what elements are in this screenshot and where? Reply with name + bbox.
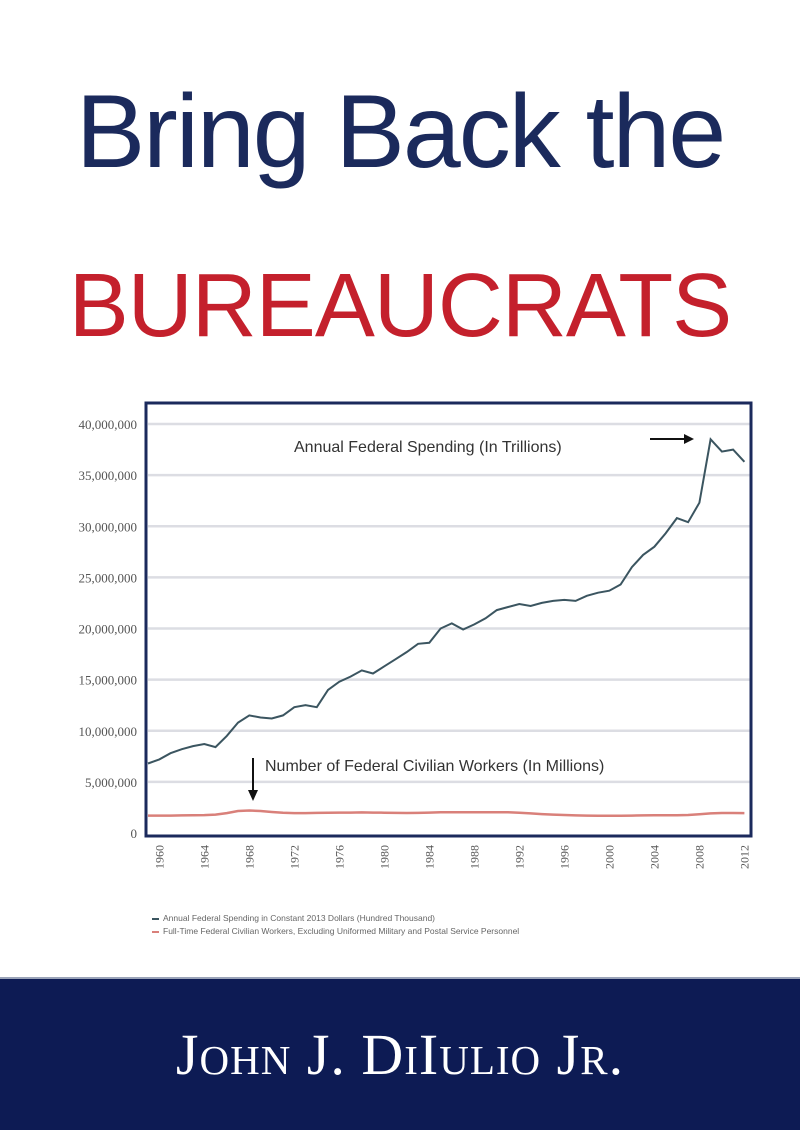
x-tick-label: 1972: [287, 845, 301, 869]
title-text: Bring Back the: [75, 74, 726, 190]
x-tick-label: 1976: [332, 845, 346, 869]
annotation-spending: Annual Federal Spending (In Trillions): [294, 439, 562, 456]
book-title-line2: BUREAUCRATS: [0, 236, 800, 376]
y-tick-label: 10,000,000: [79, 724, 138, 739]
x-tick-label: 1996: [557, 845, 571, 869]
legend-swatch: [152, 930, 159, 933]
annotation-workers: Number of Federal Civilian Workers (In M…: [265, 758, 604, 775]
y-tick-label: 40,000,000: [79, 417, 138, 432]
legend-entry-workers: Full-Time Federal Civilian Workers, Excl…: [152, 926, 519, 936]
y-tick-label: 5,000,000: [85, 775, 137, 790]
x-tick-label: 1980: [377, 845, 391, 869]
x-tick-label: 2000: [602, 845, 616, 869]
legend-label: Full-Time Federal Civilian Workers, Excl…: [163, 926, 520, 936]
y-tick-label: 0: [131, 826, 138, 841]
x-tick-label: 1992: [512, 845, 526, 869]
arrowhead-icon: [248, 790, 258, 801]
chart: 0 5,000,000 10,000,000 15,000,000 20,000,000…: [79, 401, 753, 869]
x-tick-label: 1988: [467, 845, 481, 869]
legend-label: Annual Federal Spending in Constant 2013…: [163, 913, 436, 923]
author-band: John J. DiIulio Jr.: [0, 977, 800, 1130]
arrowhead-icon: [684, 434, 694, 444]
author-name: John J. DiIulio Jr.: [175, 1022, 625, 1087]
series-line-spending: [147, 437, 746, 765]
y-tick-label: 25,000,000: [79, 570, 138, 585]
chart-frame: [144, 401, 753, 838]
book-title-line1: Bring Back the: [0, 62, 800, 202]
x-tick-label: 1964: [197, 845, 211, 869]
x-tick-label: 2008: [692, 845, 706, 869]
y-tick-label: 35,000,000: [79, 468, 138, 483]
x-tick-label: 1968: [242, 845, 256, 869]
y-tick-label: 15,000,000: [79, 673, 138, 688]
x-tick-label: 1960: [152, 845, 166, 869]
series-line-workers: [148, 809, 745, 818]
y-tick-label: 20,000,000: [79, 622, 138, 637]
y-tick-label: 30,000,000: [79, 519, 138, 534]
legend-entry-spending: Annual Federal Spending in Constant 2013…: [152, 913, 435, 923]
legend-swatch: [152, 917, 159, 920]
x-tick-label: 2012: [737, 845, 751, 869]
title-text: BUREAUCRATS: [68, 256, 732, 356]
x-tick-label: 2004: [647, 845, 661, 869]
x-tick-label: 1984: [422, 845, 436, 869]
